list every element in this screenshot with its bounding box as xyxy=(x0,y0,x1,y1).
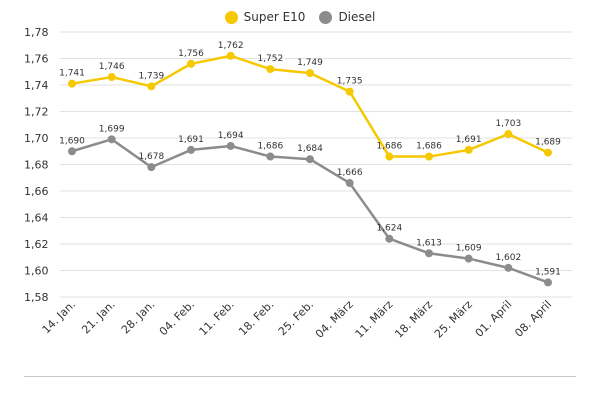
x-tick-label: 18. Feb. xyxy=(236,298,276,338)
legend-item-diesel: Diesel xyxy=(319,10,375,24)
data-point-diesel xyxy=(107,135,116,144)
y-tick-label: 1,74 xyxy=(24,79,49,92)
data-point-diesel xyxy=(345,179,354,188)
data-point-super-e10 xyxy=(226,51,235,60)
data-label-super-e10: 1,762 xyxy=(218,41,244,51)
data-point-diesel xyxy=(425,249,433,258)
data-point-diesel xyxy=(266,152,275,161)
data-label-diesel: 1,699 xyxy=(99,124,125,134)
x-tick-label: 11. Feb. xyxy=(197,298,237,338)
y-tick-label: 1,58 xyxy=(24,291,49,304)
x-tick-label: 21. Jan. xyxy=(79,298,118,337)
data-point-super-e10 xyxy=(107,73,116,82)
data-label-super-e10: 1,703 xyxy=(495,119,521,129)
x-tick-label: 25. Feb. xyxy=(276,298,316,338)
data-label-super-e10: 1,686 xyxy=(416,142,442,152)
x-tick-label: 01. April xyxy=(473,298,515,340)
data-point-diesel xyxy=(147,163,156,172)
data-point-super-e10 xyxy=(68,79,76,88)
data-point-super-e10 xyxy=(464,145,473,154)
y-tick-label: 1,64 xyxy=(24,212,49,225)
data-label-diesel: 1,609 xyxy=(456,244,482,254)
data-label-diesel: 1,613 xyxy=(416,238,442,248)
data-label-super-e10: 1,746 xyxy=(99,62,125,72)
x-tick-label: 28. Jan. xyxy=(119,298,158,337)
y-tick-label: 1,60 xyxy=(24,265,49,278)
legend-label-super-e10: Super E10 xyxy=(243,10,306,24)
data-label-diesel: 1,666 xyxy=(337,168,363,178)
data-point-diesel xyxy=(306,155,314,164)
data-point-super-e10 xyxy=(544,148,552,157)
legend-swatch-diesel xyxy=(319,10,333,24)
data-point-super-e10 xyxy=(345,87,354,96)
x-tick-label: 04. März xyxy=(313,298,356,341)
y-tick-label: 1,72 xyxy=(24,106,49,119)
y-tick-label: 1,78 xyxy=(24,26,49,39)
data-label-super-e10: 1,752 xyxy=(257,54,283,64)
data-point-diesel xyxy=(504,263,513,272)
data-label-super-e10: 1,691 xyxy=(456,135,482,145)
data-point-super-e10 xyxy=(306,69,314,78)
data-label-diesel: 1,602 xyxy=(495,253,521,263)
y-tick-label: 1,70 xyxy=(24,132,49,145)
data-label-diesel: 1,686 xyxy=(257,142,283,152)
data-label-super-e10: 1,749 xyxy=(297,58,323,68)
data-label-super-e10: 1,756 xyxy=(178,49,204,59)
data-label-diesel: 1,624 xyxy=(376,224,402,234)
data-point-super-e10 xyxy=(425,152,433,161)
data-point-diesel xyxy=(68,147,76,156)
legend: Super E10 Diesel xyxy=(0,6,600,28)
data-label-super-e10: 1,741 xyxy=(59,69,85,79)
data-label-diesel: 1,694 xyxy=(218,131,244,141)
data-point-diesel xyxy=(385,234,394,243)
x-tick-label: 08. April xyxy=(512,298,554,340)
bottom-divider xyxy=(24,376,576,377)
data-point-super-e10 xyxy=(147,82,156,91)
data-point-diesel xyxy=(187,145,195,154)
data-point-diesel xyxy=(464,254,473,263)
data-point-super-e10 xyxy=(504,130,513,139)
data-point-diesel xyxy=(226,141,235,150)
data-label-diesel: 1,690 xyxy=(59,136,85,146)
legend-label-diesel: Diesel xyxy=(338,10,376,24)
data-point-super-e10 xyxy=(385,152,394,161)
x-tick-label: 04. Feb. xyxy=(157,298,197,338)
y-tick-label: 1,66 xyxy=(24,185,49,198)
data-point-diesel xyxy=(544,278,552,287)
y-tick-label: 1,68 xyxy=(24,159,49,172)
data-label-super-e10: 1,735 xyxy=(337,77,363,87)
x-tick-label: 11. März xyxy=(353,298,396,341)
data-label-diesel: 1,591 xyxy=(535,267,561,277)
data-label-super-e10: 1,686 xyxy=(376,142,402,152)
y-tick-label: 1,76 xyxy=(24,53,49,66)
data-point-super-e10 xyxy=(266,65,275,74)
data-label-super-e10: 1,689 xyxy=(535,138,561,148)
data-point-super-e10 xyxy=(187,59,195,68)
data-label-super-e10: 1,739 xyxy=(138,71,164,81)
legend-swatch-super-e10 xyxy=(224,10,238,24)
data-label-diesel: 1,678 xyxy=(138,152,164,162)
x-tick-label: 25. März xyxy=(432,298,475,341)
data-label-diesel: 1,684 xyxy=(297,144,323,154)
legend-item-super-e10: Super E10 xyxy=(224,10,306,24)
x-tick-label: 18. März xyxy=(392,298,435,341)
y-tick-label: 1,62 xyxy=(24,238,49,251)
data-label-diesel: 1,691 xyxy=(178,135,204,145)
